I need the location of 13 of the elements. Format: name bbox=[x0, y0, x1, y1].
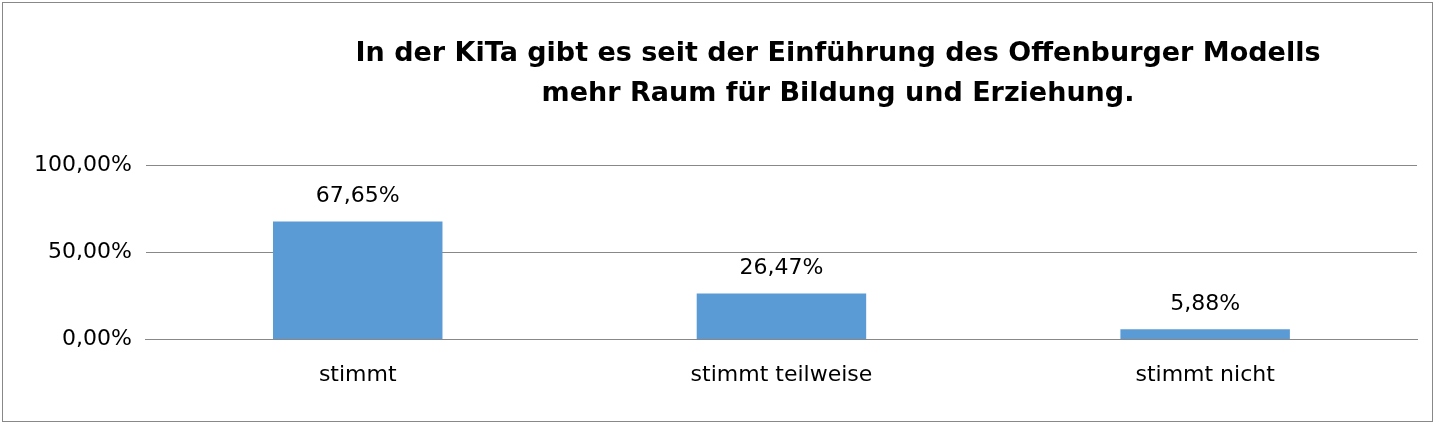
x-tick-label: stimmt nicht bbox=[1135, 360, 1276, 386]
bar bbox=[273, 221, 443, 340]
data-label: 5,88% bbox=[1170, 290, 1241, 316]
bar bbox=[1120, 329, 1290, 340]
bar bbox=[696, 293, 867, 340]
y-tick-label: 0,00% bbox=[61, 325, 132, 351]
data-label: 67,65% bbox=[315, 182, 400, 208]
y-tick-label: 50,00% bbox=[47, 238, 132, 264]
x-tick-label: stimmt bbox=[318, 360, 397, 386]
x-tick-label: stimmt teilweise bbox=[690, 360, 873, 386]
data-label: 26,47% bbox=[739, 254, 824, 280]
y-tick-label: 100,00% bbox=[33, 150, 132, 176]
chart-title: In der KiTa gibt es seit der Einführung des Offenburger Modells mehr Raum für Bildung und Erziehung. bbox=[354, 35, 1322, 109]
